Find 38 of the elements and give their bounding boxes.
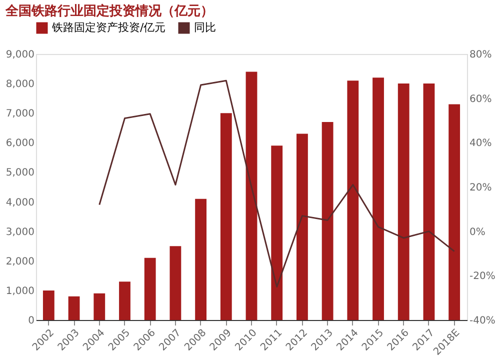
bar [68, 296, 80, 320]
chart-title: 全国铁路行业固定投资情况（亿元） [4, 3, 214, 19]
y2-tick-label: 20% [470, 182, 492, 194]
y-tick-label: 6,000 [6, 138, 34, 150]
bar [347, 80, 359, 320]
y-tick-label: 3,000 [6, 226, 34, 238]
bar [271, 146, 283, 320]
y2-tick-label: -20% [470, 271, 496, 282]
y2-tick-label: 80% [470, 50, 492, 60]
y-tick-label: 1,000 [6, 286, 34, 297]
y2-tick-label: 40% [470, 138, 492, 150]
bar [296, 134, 308, 320]
bar [372, 78, 384, 320]
bar [398, 84, 410, 320]
y2-tick-label: 60% [470, 94, 492, 105]
legend-label: 铁路固定资产投资/亿元 [51, 21, 166, 34]
bar [42, 290, 54, 320]
y-tick-label: 9,000 [6, 50, 34, 60]
line-series [98, 80, 456, 288]
bar [448, 104, 460, 320]
legend-label: 同比 [194, 21, 216, 34]
bar [220, 113, 232, 320]
bar [119, 282, 130, 320]
y-tick-label: 4,000 [6, 197, 34, 208]
bar [322, 122, 334, 320]
y-tick-label: 8,000 [6, 79, 34, 90]
y2-tick-label: -40% [470, 316, 496, 326]
bar [195, 198, 206, 320]
bar [94, 293, 106, 320]
y-tick-label: 7,000 [6, 108, 34, 120]
y-tick-label: 5,000 [6, 168, 34, 179]
y-tick-label: 2,000 [6, 256, 34, 268]
bar [423, 84, 435, 320]
bar [246, 72, 258, 320]
y-tick-label: 0 [28, 316, 34, 326]
bar [170, 246, 182, 320]
bar [144, 258, 156, 320]
y2-tick-label: 0% [470, 226, 486, 238]
